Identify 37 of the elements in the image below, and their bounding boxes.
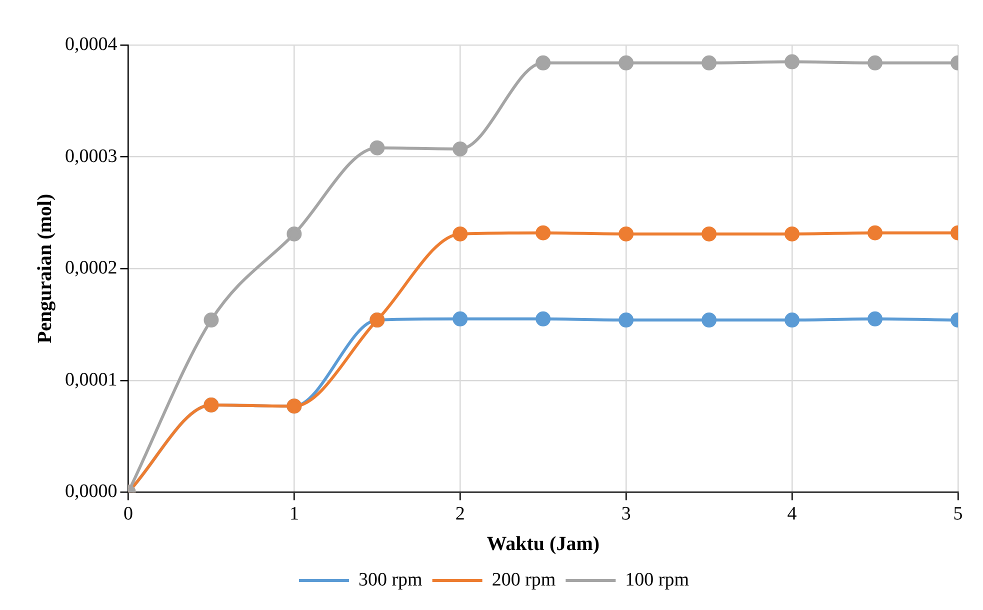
point (618, 226, 634, 242)
point (868, 55, 883, 70)
x-tick-label: 3 (621, 504, 631, 525)
x-tick-label: 2 (455, 504, 465, 525)
point (702, 55, 717, 70)
point (618, 55, 634, 70)
point (784, 312, 800, 328)
y-tick-label: 0,0000 (65, 481, 118, 502)
point (452, 226, 468, 242)
point (370, 140, 385, 156)
point (784, 54, 800, 70)
point (702, 226, 717, 242)
point (286, 226, 302, 242)
point (204, 312, 219, 328)
y-tick-label: 0,0002 (65, 258, 118, 279)
y-tick-label: 0,0003 (65, 146, 118, 167)
x-axis-title: Waktu (Jam) (486, 533, 600, 556)
point (784, 226, 800, 242)
legend-label: 300 rpm (358, 569, 423, 590)
point (536, 225, 551, 240)
point (452, 141, 468, 156)
point (702, 312, 717, 328)
x-tick-label: 0 (124, 504, 133, 525)
point (452, 311, 468, 326)
x-tick-label: 1 (289, 504, 299, 525)
point (868, 225, 883, 240)
legend-label: 100 rpm (625, 569, 690, 590)
point (536, 55, 551, 70)
point (618, 312, 634, 328)
y-tick-label: 0,0001 (65, 369, 118, 390)
point (868, 311, 883, 326)
y-tick-label: 0,0004 (65, 34, 118, 55)
legend-label: 200 rpm (492, 569, 556, 590)
y-axis-title: Penguraian (mol) (34, 194, 56, 344)
x-tick-label: 4 (787, 504, 798, 525)
point (536, 311, 551, 326)
x-tick-label: 5 (953, 504, 963, 525)
